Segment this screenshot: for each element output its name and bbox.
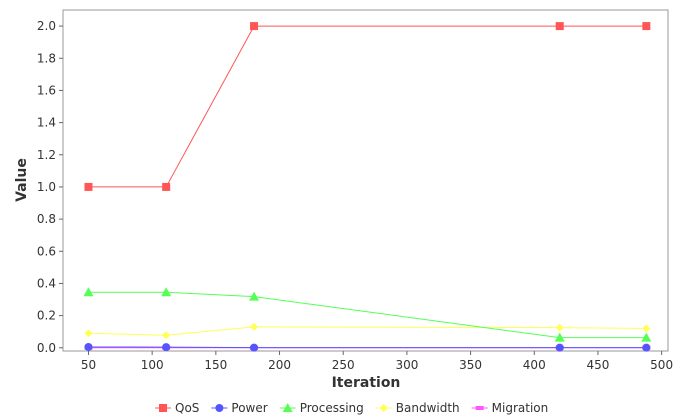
legend-item-processing: Processing: [279, 401, 364, 415]
x-tick-label: 400: [523, 358, 546, 372]
x-tick-label: 500: [650, 358, 673, 372]
data-point-processing: [641, 332, 652, 342]
legend-label: Bandwidth: [396, 401, 460, 415]
x-tick-label: 100: [141, 358, 164, 372]
y-tick-label: 0.0: [37, 341, 56, 355]
x-tick-label: 250: [332, 358, 355, 372]
x-tick-label: 300: [395, 358, 418, 372]
data-point-bandwidth: [84, 329, 93, 338]
x-axis: 50 100 150 200 250 300 350 400 450 500: [81, 351, 673, 372]
data-point-power: [250, 343, 259, 352]
data-point-processing: [161, 287, 172, 297]
legend-marker-migration: [475, 406, 484, 410]
y-axis-title: Value: [14, 158, 30, 202]
data-point-qos: [162, 182, 171, 191]
plot-area: [62, 9, 669, 352]
y-tick-label: 1.8: [37, 51, 56, 65]
legend-item-migration: Migration: [471, 401, 549, 415]
y-tick-label: 1.2: [37, 148, 56, 162]
data-point-qos: [84, 182, 93, 191]
y-tick-label: 0.8: [37, 212, 56, 226]
y-tick-label: 1.0: [37, 180, 56, 194]
series-layer: [83, 22, 652, 352]
data-point-power: [84, 342, 93, 351]
y-tick-label: 1.6: [37, 83, 56, 97]
data-point-qos: [642, 22, 651, 31]
data-point-bandwidth: [162, 331, 171, 340]
y-tick-label: 2.0: [37, 19, 56, 33]
legend-marker-processing: [282, 403, 293, 412]
data-point-processing: [83, 287, 94, 297]
legend-label: Processing: [300, 401, 364, 415]
legend-label: QoS: [175, 401, 199, 415]
legend-item-bandwidth: Bandwidth: [375, 401, 460, 415]
data-point-power: [162, 343, 171, 352]
data-point-bandwidth: [250, 322, 259, 331]
x-tick-label: 350: [459, 358, 482, 372]
data-point-qos: [250, 22, 259, 31]
series-bandwidth: [84, 322, 651, 340]
x-tick-label: 450: [586, 358, 609, 372]
legend-marker-qos: [159, 404, 167, 412]
legend: QoS Power Processing Bandwidth Migration: [155, 401, 548, 415]
data-point-power: [642, 343, 651, 352]
y-axis: 0.0 0.2 0.4 0.6 0.8 1.0 1.2 1.4 1.6 1.8 2.0: [37, 19, 63, 355]
data-point-processing: [249, 291, 260, 301]
legend-marker-power: [215, 404, 224, 412]
legend-marker-bandwidth: [379, 404, 388, 412]
data-point-qos: [555, 22, 564, 31]
data-point-bandwidth: [555, 323, 564, 332]
legend-item-qos: QoS: [155, 401, 199, 415]
series-processing: [83, 287, 652, 342]
data-point-power: [555, 343, 564, 352]
y-tick-label: 0.6: [37, 244, 56, 258]
x-axis-title: Iteration: [332, 375, 401, 391]
legend-item-power: Power: [211, 401, 268, 415]
data-point-bandwidth: [642, 324, 651, 333]
y-tick-label: 0.2: [37, 309, 56, 323]
legend-label: Power: [231, 401, 267, 415]
series-power: [84, 342, 651, 352]
y-tick-label: 0.4: [37, 276, 56, 290]
x-tick-label: 150: [204, 358, 227, 372]
data-point-processing: [554, 332, 565, 342]
legend-label: Migration: [492, 401, 549, 415]
x-tick-label: 200: [268, 358, 291, 372]
x-tick-label: 50: [81, 358, 96, 372]
y-tick-label: 1.4: [37, 116, 56, 130]
series-qos: [84, 22, 651, 191]
